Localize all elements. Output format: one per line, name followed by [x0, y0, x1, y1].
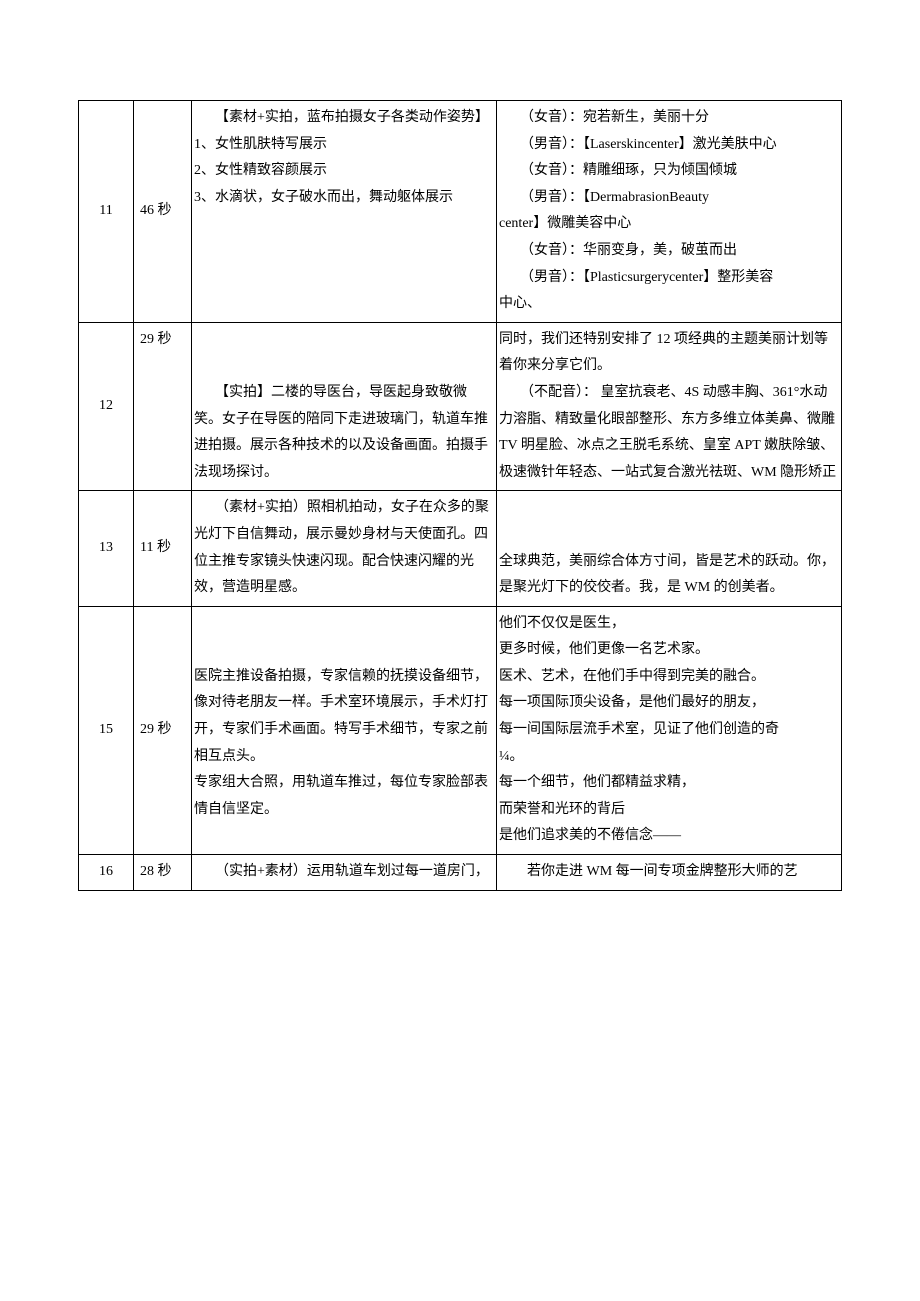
- narration-line: [499, 522, 839, 549]
- script-table: 1146 秒 【素材+实拍，蓝布拍摄女子各类动作姿势】1、女性肌肤特写展示2、女…: [78, 100, 842, 891]
- row-description: 【实拍】二楼的导医台，导医起身致敬微笑。女子在导医的陪同下走进玻璃门，轨道车推进…: [192, 322, 497, 491]
- narration-line: （男音）：【DermabrasionBeauty: [499, 185, 839, 212]
- row-description: 医院主推设备拍摄，专家信赖的抚摸设备细节，像对待老朋友一样。手术室环境展示，手术…: [192, 606, 497, 854]
- narration-line: 更多时候，他们更像一名艺术家。: [499, 637, 839, 664]
- narration-line: 而荣誉和光环的背后: [499, 797, 839, 824]
- narration-line: （男音）：【Laserskincenter】激光美肤中心: [499, 132, 839, 159]
- row-description: （素材+实拍）照相机拍动，女子在众多的聚光灯下自信舞动，展示曼妙身材与天使面孔。…: [192, 491, 497, 606]
- table-row: 1229 秒 【实拍】二楼的导医台，导医起身致敬微笑。女子在导医的陪同下走进玻璃…: [79, 322, 842, 491]
- description-line: [194, 637, 494, 664]
- narration-line: 是他们追求美的不倦信念——: [499, 823, 839, 850]
- narration-line: 同时，我们还特别安排了 12 项经典的主题美丽计划等着你来分享它们。: [499, 327, 839, 380]
- row-number: 16: [79, 855, 134, 891]
- table-row: 1146 秒 【素材+实拍，蓝布拍摄女子各类动作姿势】1、女性肌肤特写展示2、女…: [79, 101, 842, 323]
- row-duration: 29 秒: [134, 322, 192, 491]
- description-line: （实拍+素材）运用轨道车划过每一道房门，: [194, 859, 494, 886]
- narration-line: 全球典范，美丽综合体方寸间，皆是艺术的跃动。你，是聚光灯下的佼佼者。我，是 WM…: [499, 549, 839, 602]
- description-line: 【素材+实拍，蓝布拍摄女子各类动作姿势】: [194, 105, 494, 132]
- row-duration: 11 秒: [134, 491, 192, 606]
- row-number: 13: [79, 491, 134, 606]
- row-narration: 若你走进 WM 每一间专项金牌整形大师的艺: [497, 855, 842, 891]
- row-duration: 28 秒: [134, 855, 192, 891]
- narration-line: （女音）：宛若新生，美丽十分: [499, 105, 839, 132]
- row-number: 11: [79, 101, 134, 323]
- row-duration: 46 秒: [134, 101, 192, 323]
- narration-line: 每一个细节，他们都精益求精，: [499, 770, 839, 797]
- row-narration: 他们不仅仅是医生，更多时候，他们更像一名艺术家。医术、艺术，在他们手中得到完美的…: [497, 606, 842, 854]
- narration-line: 他们不仅仅是医生，: [499, 611, 839, 638]
- script-table-body: 1146 秒 【素材+实拍，蓝布拍摄女子各类动作姿势】1、女性肌肤特写展示2、女…: [79, 101, 842, 891]
- description-line: （素材+实拍）照相机拍动，女子在众多的聚光灯下自信舞动，展示曼妙身材与天使面孔。…: [194, 495, 494, 601]
- narration-line: 若你走进 WM 每一间专项金牌整形大师的艺: [499, 859, 839, 886]
- description-line: 专家组大合照，用轨道车推过，每位专家脸部表情自信坚定。: [194, 770, 494, 823]
- narration-line: （男音）：【Plasticsurgerycenter】整形美容: [499, 265, 839, 292]
- description-line: [194, 327, 494, 354]
- description-line: 医院主推设备拍摄，专家信赖的抚摸设备细节，像对待老朋友一样。手术室环境展示，手术…: [194, 664, 494, 770]
- narration-line: （女音）：华丽变身，美，破茧而出: [499, 238, 839, 265]
- description-line: 3、水滴状，女子破水而出，舞动躯体展示: [194, 185, 494, 212]
- row-description: （实拍+素材）运用轨道车划过每一道房门，: [192, 855, 497, 891]
- narration-line: 医术、艺术，在他们手中得到完美的融合。: [499, 664, 839, 691]
- row-narration: 全球典范，美丽综合体方寸间，皆是艺术的跃动。你，是聚光灯下的佼佼者。我，是 WM…: [497, 491, 842, 606]
- description-line: 2、女性精致容颜展示: [194, 158, 494, 185]
- narration-line: [499, 495, 839, 522]
- row-duration: 29 秒: [134, 606, 192, 854]
- document-page: 1146 秒 【素材+实拍，蓝布拍摄女子各类动作姿势】1、女性肌肤特写展示2、女…: [0, 0, 920, 1301]
- row-description: 【素材+实拍，蓝布拍摄女子各类动作姿势】1、女性肌肤特写展示2、女性精致容颜展示…: [192, 101, 497, 323]
- table-row: 1311 秒 （素材+实拍）照相机拍动，女子在众多的聚光灯下自信舞动，展示曼妙身…: [79, 491, 842, 606]
- description-line: [194, 353, 494, 380]
- table-row: 1529 秒 医院主推设备拍摄，专家信赖的抚摸设备细节，像对待老朋友一样。手术室…: [79, 606, 842, 854]
- narration-line: 每一项国际顶尖设备，是他们最好的朋友，: [499, 690, 839, 717]
- row-number: 15: [79, 606, 134, 854]
- table-row: 1628 秒 （实拍+素材）运用轨道车划过每一道房门， 若你走进 WM 每一间专…: [79, 855, 842, 891]
- narration-line: 中心、: [499, 291, 839, 318]
- narration-line: （不配音）： 皇室抗衰老、4S 动感丰胸、361°水动力溶脂、精致量化眼部整形、…: [499, 380, 839, 486]
- narration-line: （女音）：精雕细琢，只为倾国倾城: [499, 158, 839, 185]
- row-number: 12: [79, 322, 134, 491]
- description-line: 1、女性肌肤特写展示: [194, 132, 494, 159]
- narration-line: 每一间国际层流手术室，见证了他们创造的奇: [499, 717, 839, 744]
- row-narration: （女音）：宛若新生，美丽十分 （男音）：【Laserskincenter】激光美…: [497, 101, 842, 323]
- narration-line: center】微雕美容中心: [499, 211, 839, 238]
- description-line: [194, 611, 494, 638]
- row-narration: 同时，我们还特别安排了 12 项经典的主题美丽计划等着你来分享它们。 （不配音）…: [497, 322, 842, 491]
- narration-line: ¼。: [499, 744, 839, 771]
- description-line: 【实拍】二楼的导医台，导医起身致敬微笑。女子在导医的陪同下走进玻璃门，轨道车推进…: [194, 380, 494, 486]
